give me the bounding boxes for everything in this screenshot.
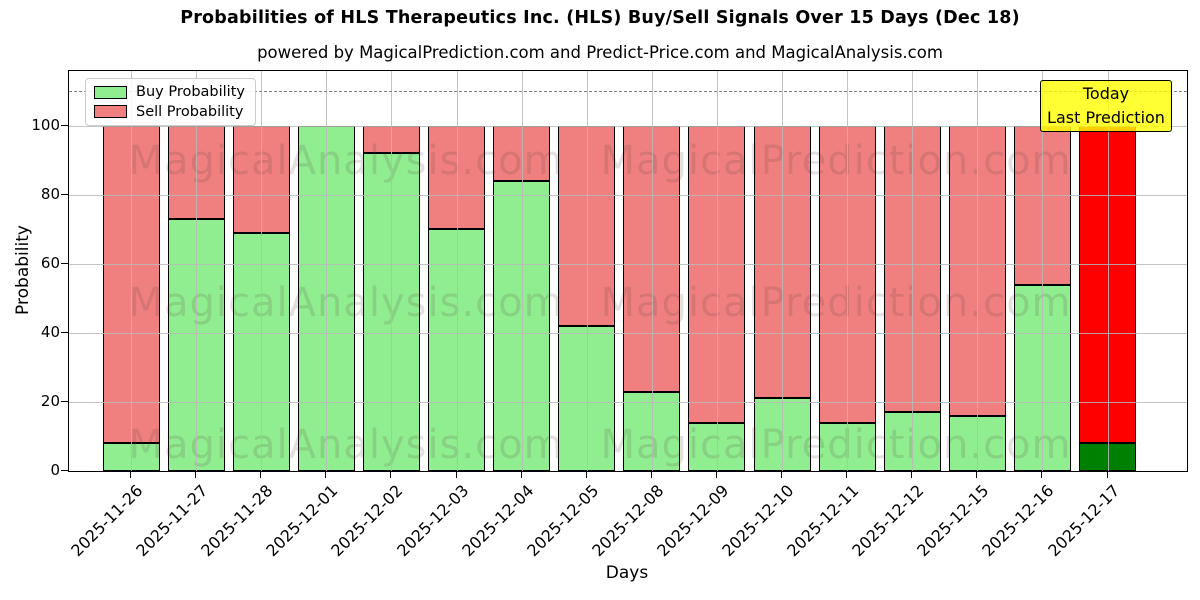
watermark-text: MagicalAnalysis.com [128,280,564,326]
watermark-text: MagicalPrediction.com [600,138,1072,184]
y-tick-mark [61,124,68,126]
y-tick-label: 100 [31,115,60,134]
watermark-text: MagicalPrediction.com [600,422,1072,468]
v-gridline [586,71,588,471]
v-gridline [716,71,718,471]
x-tick-mark [390,471,392,478]
v-gridline [391,71,393,471]
today-annotation: Today Last Prediction [1040,80,1172,132]
x-tick-mark [260,471,262,478]
v-gridline [847,71,849,471]
h-gridline [69,332,1187,334]
v-gridline [977,71,979,471]
x-tick-mark [781,471,782,478]
y-tick-label: 20 [40,391,60,410]
x-tick-mark [715,471,717,478]
v-gridline [1107,71,1109,471]
y-tick-label: 40 [40,322,60,341]
y-tick-mark [61,331,68,333]
y-tick-mark [61,470,68,471]
sell-swatch [94,105,127,119]
legend-item-sell: Sell Probability [94,103,245,120]
y-tick-label: 80 [40,184,60,203]
v-gridline [1042,71,1044,471]
h-gridline [69,401,1187,403]
v-gridline [261,71,263,471]
v-gridline [326,71,328,471]
v-gridline [912,71,914,471]
watermark-text: MagicalAnalysis.com [128,422,564,468]
legend-item-buy: Buy Probability [94,85,245,100]
y-tick-mark [61,262,68,264]
y-tick-label: 0 [50,461,60,479]
v-gridline [521,71,523,471]
watermark-text: MagicalAnalysis.com [128,138,564,184]
v-gridline [651,71,653,471]
legend: Buy Probability Sell Probability [85,78,256,126]
h-gridline [69,125,1187,127]
buy-swatch [94,85,127,99]
y-tick-mark [61,193,68,195]
x-tick-mark [455,471,457,478]
x-tick-mark [1106,471,1108,478]
x-tick-mark [911,471,913,478]
legend-label: Buy Probability [136,84,245,100]
v-gridline [782,71,783,471]
chart-title: Probabilities of HLS Therapeutics Inc. (… [180,8,1020,28]
legend-label: Sell Probability [136,103,244,120]
x-tick-mark [1041,471,1043,478]
x-axis-label: Days [605,563,649,583]
h-gridline [69,263,1187,265]
y-tick-label: 60 [40,253,60,272]
v-gridline [196,71,198,471]
x-tick-mark [846,471,848,478]
plot-area: MagicalAnalysis.com MagicalPrediction.com… [68,70,1188,472]
today-annotation-line1: Today [1082,84,1130,103]
x-tick-mark [585,471,587,478]
today-annotation-line2: Last Prediction [1047,108,1165,127]
watermark-text: MagicalPrediction.com [600,280,1072,326]
chart-subtitle: powered by MagicalPrediction.com and Pre… [257,43,943,62]
x-tick-mark [325,471,327,478]
x-tick-mark [130,471,131,478]
x-tick-mark [195,471,197,478]
x-tick-mark [976,471,978,478]
x-tick-mark [650,471,652,478]
h-gridline [69,194,1187,196]
y-tick-mark [61,400,68,402]
dashed-threshold-line [69,91,1187,93]
x-tick-mark [520,471,522,478]
v-gridline [456,71,458,471]
v-gridline [131,71,132,471]
